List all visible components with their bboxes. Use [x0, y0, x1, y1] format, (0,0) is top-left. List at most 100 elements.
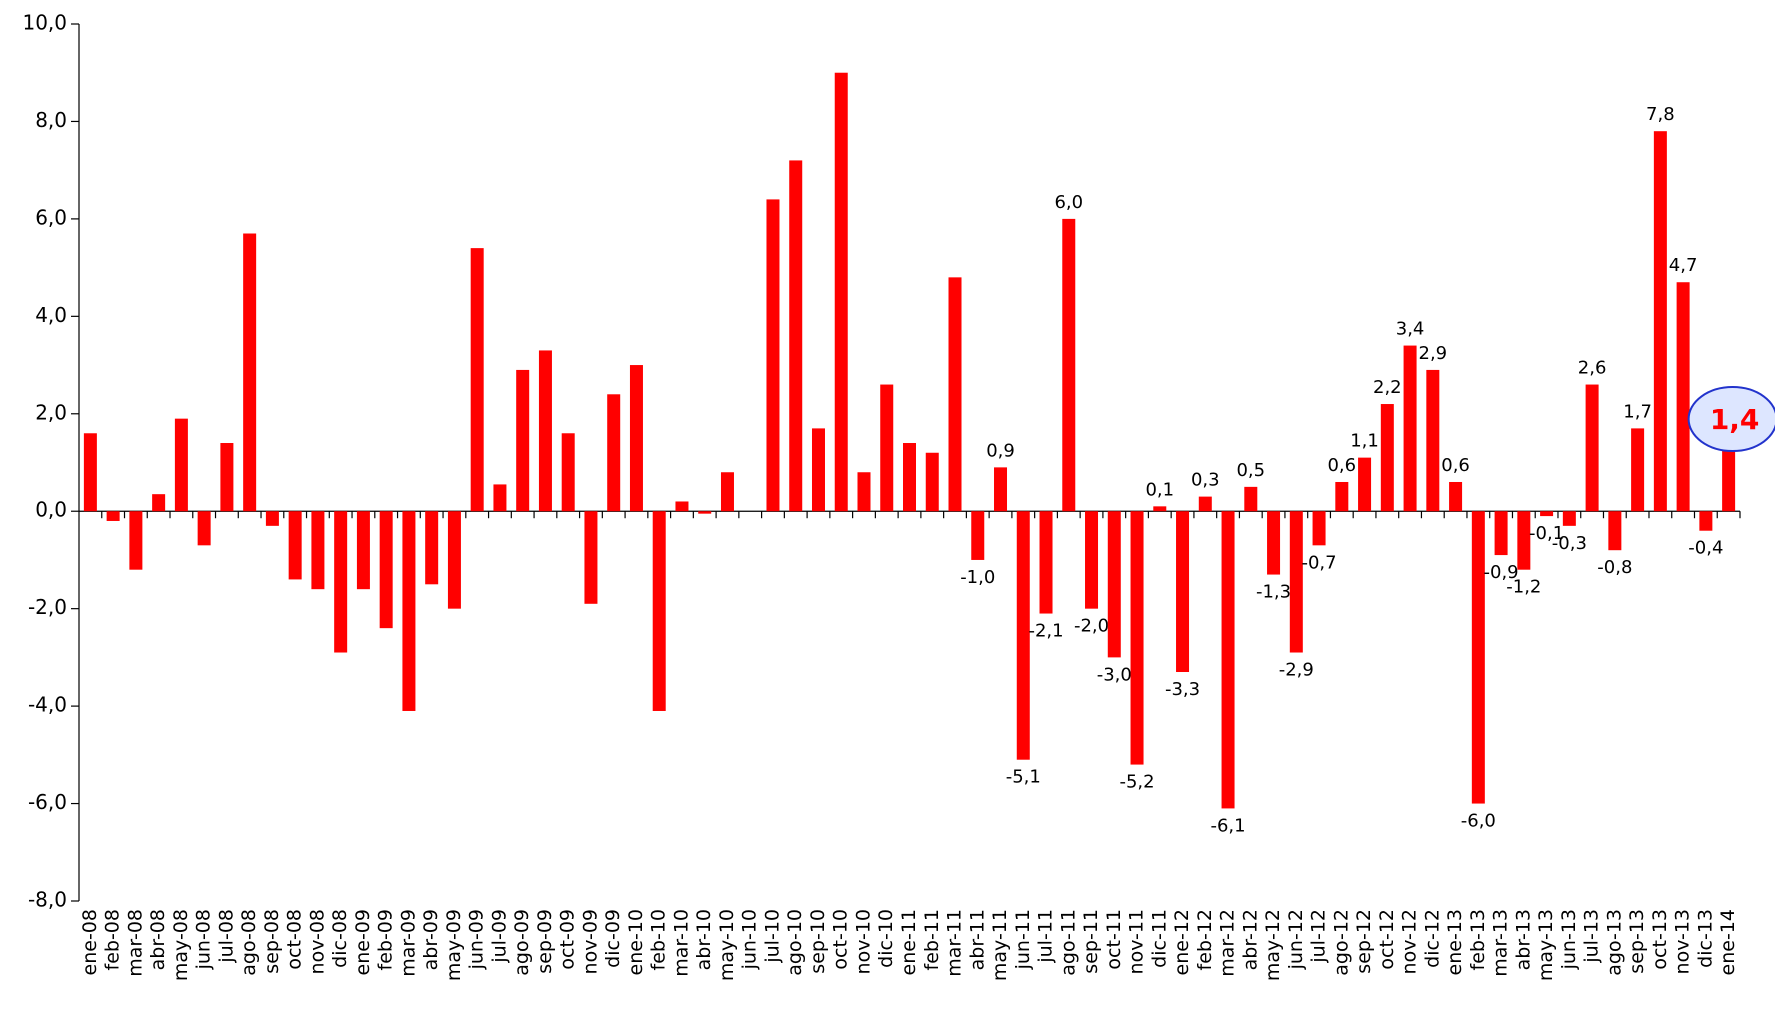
x-tick-label: jun-09: [466, 909, 488, 970]
value-label: -1,0: [960, 567, 995, 588]
x-tick-label: ene-13: [1444, 909, 1466, 975]
x-tick-label: nov-08: [306, 909, 328, 974]
bar: [994, 467, 1008, 512]
value-label: -0,3: [1552, 533, 1587, 554]
bar: [1517, 511, 1531, 570]
y-tick-label: 0,0: [35, 498, 67, 522]
x-tick-label: sep-10: [807, 909, 829, 974]
x-tick-label: jun-13: [1558, 909, 1580, 970]
value-label: 3,4: [1396, 319, 1425, 340]
x-tick-label: oct-11: [1103, 909, 1125, 970]
value-label: 0,5: [1236, 460, 1265, 481]
x-tick-label: jul-11: [1035, 909, 1057, 964]
x-tick-label: jul-13: [1581, 909, 1603, 964]
value-label: 6,0: [1054, 192, 1083, 213]
x-tick-label: may-10: [716, 909, 738, 981]
bar: [1358, 457, 1372, 512]
x-tick-label: sep-11: [1080, 909, 1102, 974]
x-tick-label: dic-13: [1694, 909, 1716, 968]
bar: [1562, 511, 1576, 526]
bar: [607, 394, 621, 512]
x-tick-label: feb-09: [375, 909, 397, 970]
x-tick-label: abr-11: [966, 909, 988, 970]
bar: [584, 511, 598, 604]
x-tick-label: dic-12: [1421, 909, 1443, 968]
bar: [720, 472, 734, 512]
value-label: 0,3: [1191, 470, 1220, 491]
bar: [243, 233, 257, 512]
x-tick-label: mar-09: [397, 909, 419, 977]
x-tick-label: nov-13: [1672, 909, 1694, 974]
value-label: -5,1: [1006, 767, 1041, 788]
x-tick-label: may-12: [1262, 909, 1284, 981]
bar: [311, 511, 325, 590]
bar: [903, 443, 916, 512]
bar: [1676, 282, 1690, 512]
bar: [197, 511, 211, 546]
bar: [1653, 131, 1667, 512]
x-tick-label: may-13: [1535, 909, 1557, 981]
bar: [948, 277, 962, 512]
x-tick-label: oct-08: [284, 909, 306, 970]
bar: [379, 511, 393, 629]
value-label: -3,3: [1165, 679, 1200, 700]
x-tick-label: sep-08: [261, 909, 283, 974]
x-tick-label: sep-13: [1626, 909, 1648, 974]
x-tick-label: abr-13: [1512, 909, 1534, 970]
bar: [334, 511, 348, 653]
highlight-ellipse: [1687, 386, 1775, 453]
bar: [629, 365, 643, 512]
bar: [265, 511, 279, 526]
x-tick-label: mar-10: [670, 909, 692, 977]
x-tick-label: jul-08: [215, 909, 237, 964]
x-tick-label: feb-08: [102, 909, 124, 970]
x-tick-label: abr-10: [693, 909, 715, 970]
x-tick-label: ene-11: [898, 909, 920, 975]
bar: [174, 418, 188, 512]
value-label: -0,4: [1688, 538, 1723, 559]
value-label: 0,9: [986, 440, 1015, 461]
bar: [1153, 506, 1167, 512]
bar: [652, 511, 666, 711]
x-tick-label: mar-08: [124, 909, 146, 977]
bar: [1335, 481, 1349, 512]
y-tick-label: 2,0: [35, 400, 67, 424]
bar: [538, 350, 552, 512]
bar: [675, 501, 689, 512]
x-tick-label: may-09: [443, 909, 465, 981]
bar: [288, 511, 302, 580]
y-tick-label: -8,0: [28, 888, 67, 912]
bar: [1403, 345, 1417, 512]
bar: [1631, 428, 1645, 512]
bar: [971, 511, 985, 560]
x-tick-label: ene-10: [625, 909, 647, 975]
bar: [1699, 511, 1713, 531]
value-label: -0,8: [1597, 557, 1632, 578]
bar: [447, 511, 461, 609]
x-tick-label: ene-08: [79, 909, 101, 975]
x-tick-label: ene-09: [352, 909, 374, 975]
x-tick-label: nov-12: [1399, 909, 1421, 974]
bar: [811, 428, 825, 512]
x-tick-label: ago-10: [784, 909, 806, 976]
x-tick-label: dic-10: [875, 909, 897, 968]
y-tick-label: 6,0: [35, 205, 67, 229]
bar: [1312, 511, 1326, 546]
bar: [880, 384, 894, 512]
x-tick-label: oct-13: [1649, 909, 1671, 970]
bar: [1380, 404, 1394, 512]
value-label: 1,4: [1710, 403, 1760, 436]
value-label: -2,9: [1279, 660, 1314, 681]
value-label: 0,1: [1145, 479, 1174, 500]
bar: [493, 484, 507, 512]
bar: [516, 369, 530, 512]
value-label: -1,2: [1506, 577, 1541, 598]
bar: [356, 511, 370, 590]
y-tick-label: -6,0: [28, 790, 67, 814]
bar: [1039, 511, 1053, 614]
bar: [1426, 369, 1440, 512]
x-tick-label: nov-10: [852, 909, 874, 974]
x-tick-label: mar-13: [1490, 909, 1512, 977]
x-tick-label: ago-11: [1057, 909, 1079, 976]
bar: [1107, 511, 1121, 658]
